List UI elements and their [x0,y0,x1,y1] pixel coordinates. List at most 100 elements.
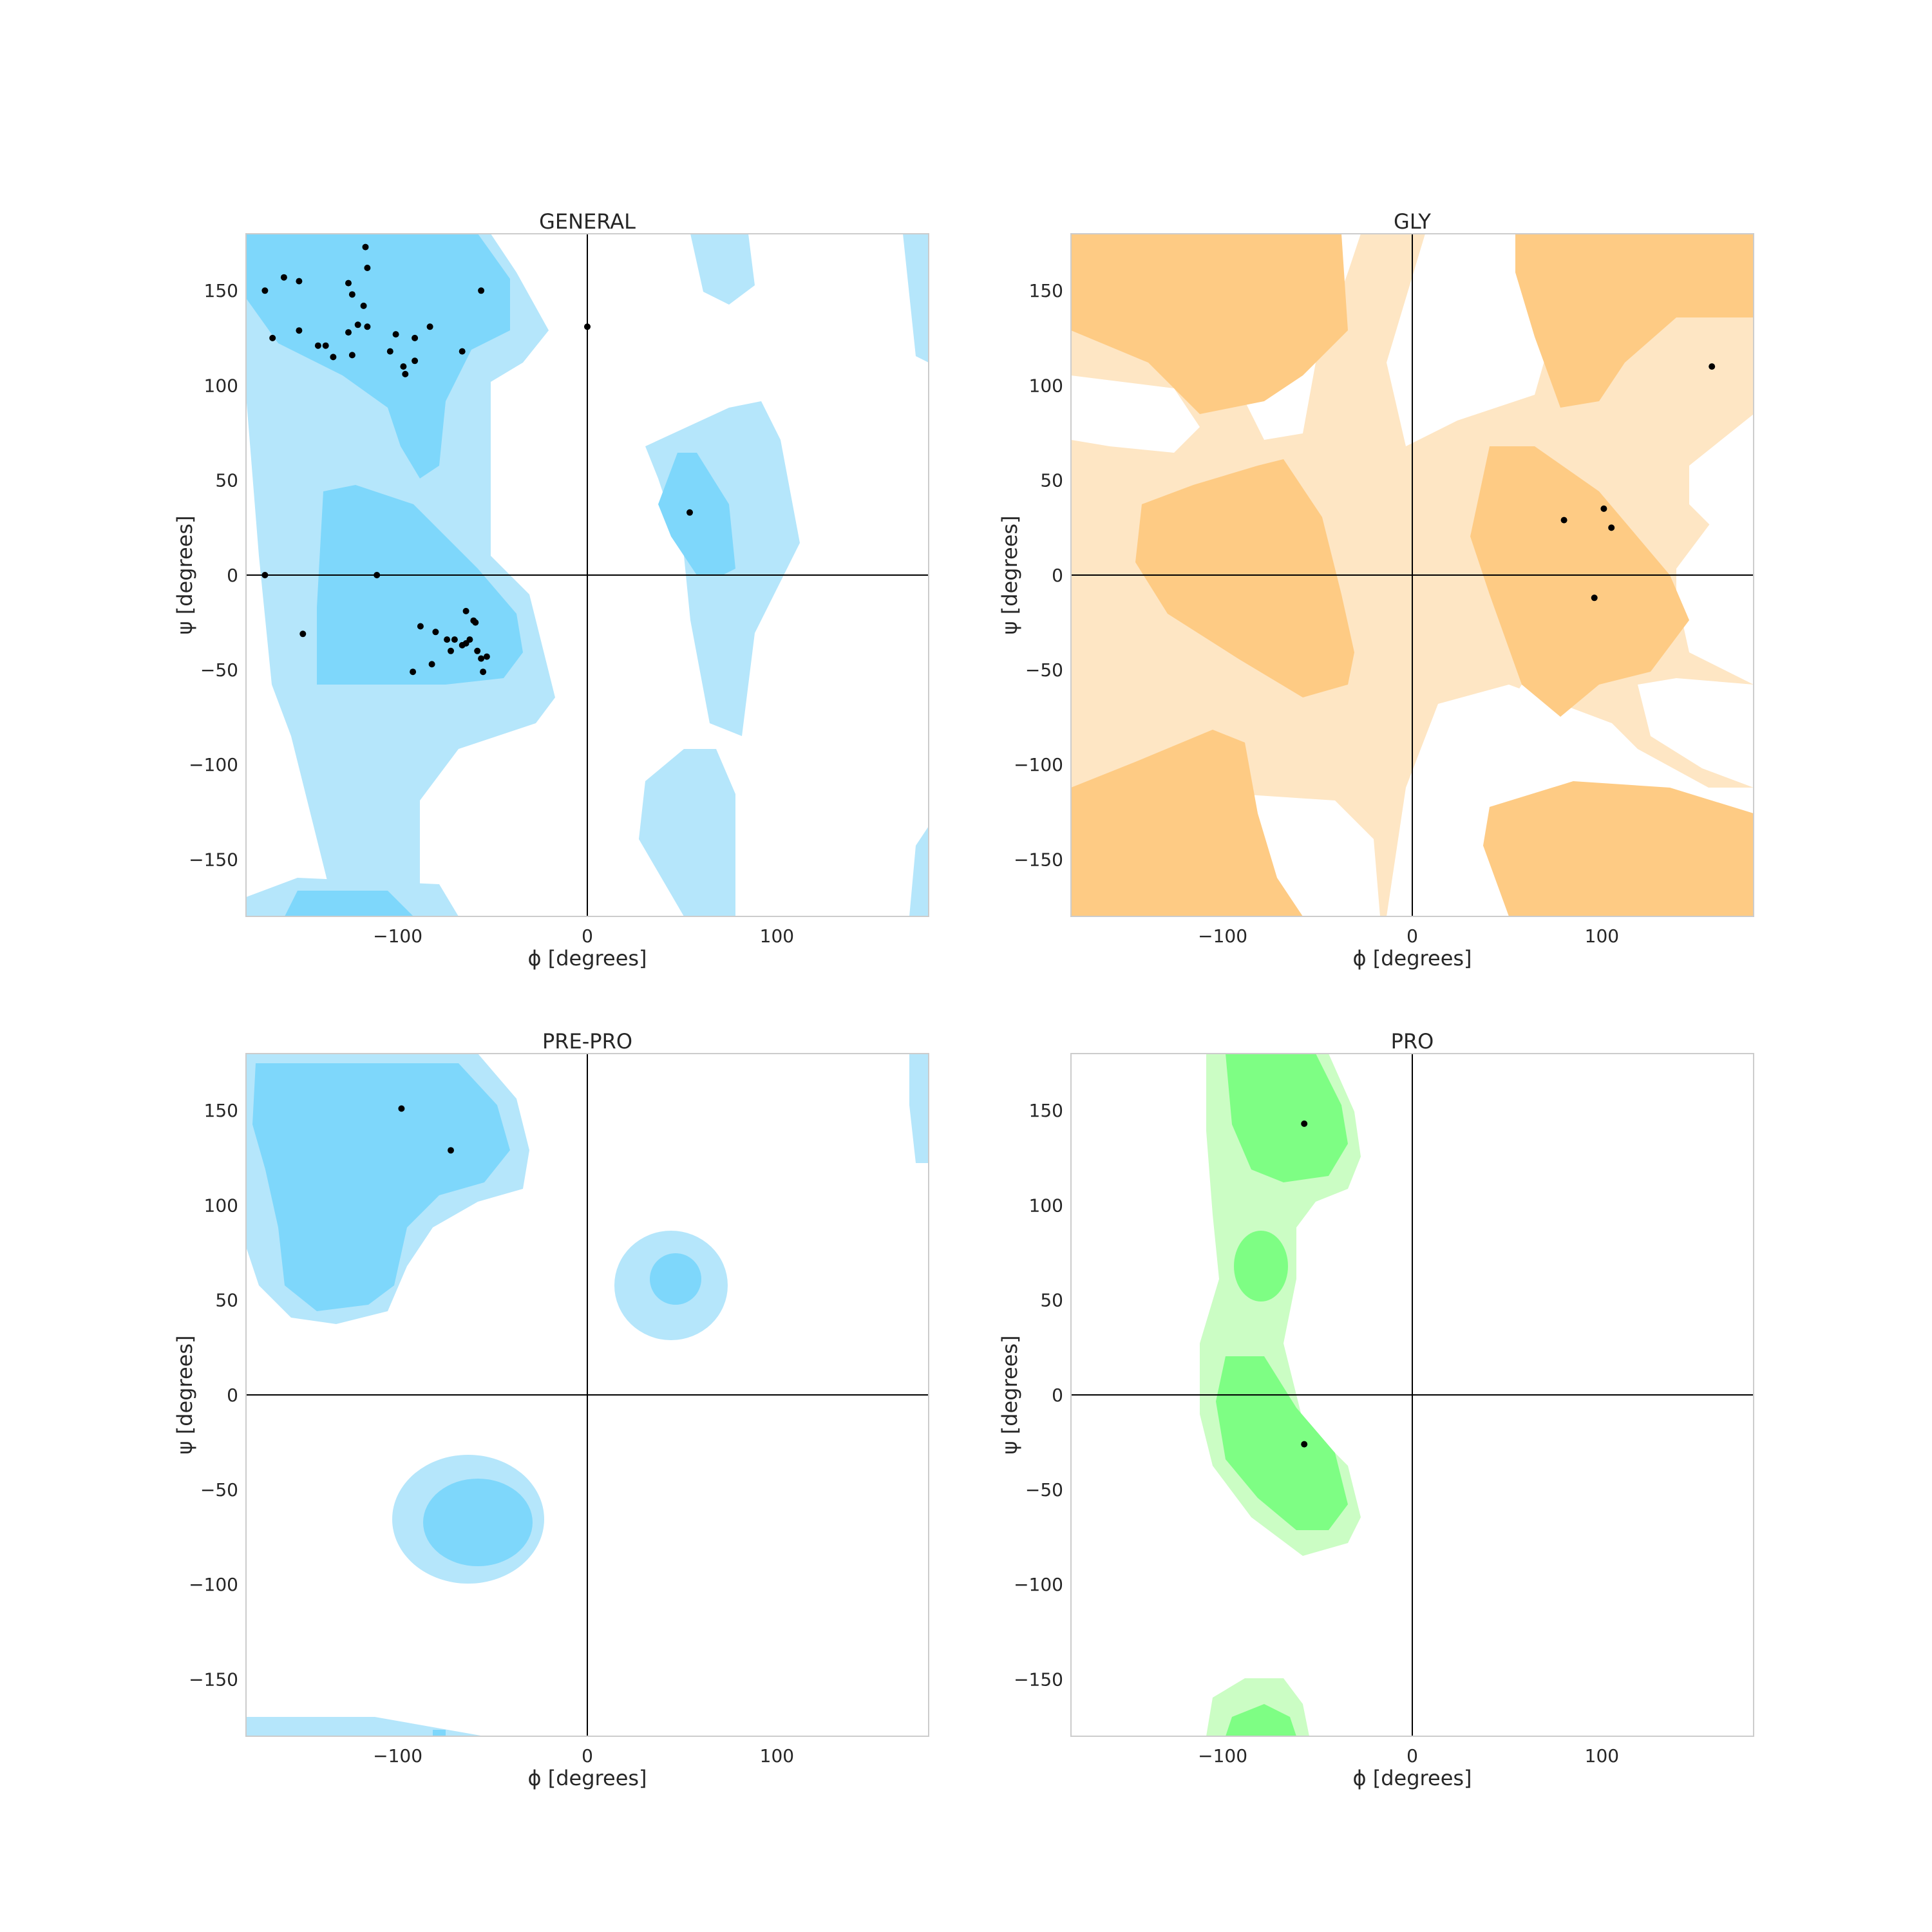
data-point [687,509,693,516]
y-axis-label: ψ [degrees] [998,1335,1022,1454]
data-point [392,331,399,338]
panel-title: PRE-PRO [542,1029,632,1054]
data-point [428,661,435,668]
data-point [360,302,367,309]
data-point [402,370,409,377]
plot-frame [1070,1053,1754,1737]
data-point [299,630,307,638]
y-tick-labels: 150 100 50 0 −50 −100 −150 [1014,1100,1063,1690]
y-axis-label: ψ [degrees] [173,1335,197,1454]
panel-gly: GLY [998,209,1754,971]
panel-general: GENERAL −100 [173,209,929,971]
x-tick-label: −100 [373,925,422,947]
y-tick-label: −150 [1014,849,1063,870]
plot-frame [245,1053,929,1737]
favored-region [1071,234,1754,916]
y-tick-label: 150 [204,280,238,301]
x-tick-label: 0 [1406,925,1418,947]
y-tick-label: 100 [204,375,238,396]
zero-lines [1071,234,1754,916]
y-tick-label: −100 [189,1574,238,1595]
zero-lines [246,234,929,916]
y-tick-label: −100 [189,754,238,775]
y-tick-label: 50 [215,1290,238,1311]
points-layer [261,243,693,676]
panel-title: GLY [1394,209,1431,234]
data-point [478,655,485,662]
data-point [444,636,451,643]
data-point [448,647,454,654]
zero-lines [246,1054,929,1736]
y-tick-label: 50 [1040,470,1063,491]
y-tick-label: 150 [1029,280,1063,301]
region-layer [1200,1054,1361,1736]
data-point [374,572,381,578]
data-point [386,348,393,355]
y-tick-label: −50 [200,659,238,681]
favored-region [246,234,735,916]
x-tick-label: −100 [1198,1745,1247,1766]
x-tick-label: −100 [373,1745,422,1766]
zero-lines [1071,1054,1754,1736]
data-point [1600,505,1607,512]
data-point [412,334,419,341]
data-point [330,354,337,361]
y-tick-label: −150 [189,1669,238,1690]
y-tick-label: 0 [1052,565,1063,586]
y-tick-label: 100 [204,1195,238,1216]
points-layer [398,1105,454,1154]
y-tick-label: 150 [204,1100,238,1121]
data-point [1591,594,1598,601]
data-point [417,623,424,630]
data-point [345,279,352,287]
x-tick-label: 100 [1585,1745,1619,1766]
x-tick-label: −100 [1198,925,1247,947]
data-point [459,348,466,355]
data-point [432,629,439,636]
x-axis-label: ϕ [degrees] [1352,1766,1472,1790]
region-layer [246,234,929,916]
data-point [466,636,473,643]
y-tick-label: 100 [1029,1195,1063,1216]
data-point [269,334,276,341]
x-axis-label: ϕ [degrees] [527,1766,647,1790]
x-tick-labels: −100 0 100 [1198,1745,1619,1766]
x-tick-label: 100 [1585,925,1619,947]
region-layer [246,1054,929,1736]
y-tick-labels: 150 100 50 0 −50 −100 −150 [189,1100,238,1690]
data-point [462,607,469,614]
y-tick-label: −150 [1014,1669,1063,1690]
data-point [474,647,481,654]
panel-title: PRO [1391,1029,1434,1054]
data-point [451,636,458,643]
plot-frame [245,233,929,917]
favored-region [1216,1054,1348,1736]
data-point [448,1147,454,1154]
data-point [1301,1441,1308,1448]
y-tick-label: 150 [1029,1100,1063,1121]
x-tick-label: 100 [760,925,794,947]
y-tick-label: 0 [227,565,238,586]
data-point [314,342,321,349]
y-tick-label: 50 [1040,1290,1063,1311]
y-tick-label: −100 [1014,1574,1063,1595]
panel-pro: PRO −100 0 100 150 100 [998,1029,1754,1790]
y-tick-labels: 150 100 50 0 −50 −100 −150 [1014,280,1063,870]
x-tick-labels: −100 0 100 [373,925,794,947]
y-tick-label: 0 [227,1385,238,1406]
x-tick-label: 0 [1406,1745,1418,1766]
data-point [426,323,433,330]
panel-pre-pro: PRE-PRO −100 0 100 [173,1029,929,1790]
data-point [280,274,287,281]
data-point [322,342,329,349]
data-point [412,357,419,365]
data-point [1608,524,1615,531]
data-point [584,323,591,330]
data-point [348,291,355,298]
points-layer [1560,363,1716,601]
data-point [261,572,269,578]
points-layer [1301,1120,1308,1448]
y-axis-label: ψ [degrees] [998,515,1022,634]
data-point [362,243,369,251]
